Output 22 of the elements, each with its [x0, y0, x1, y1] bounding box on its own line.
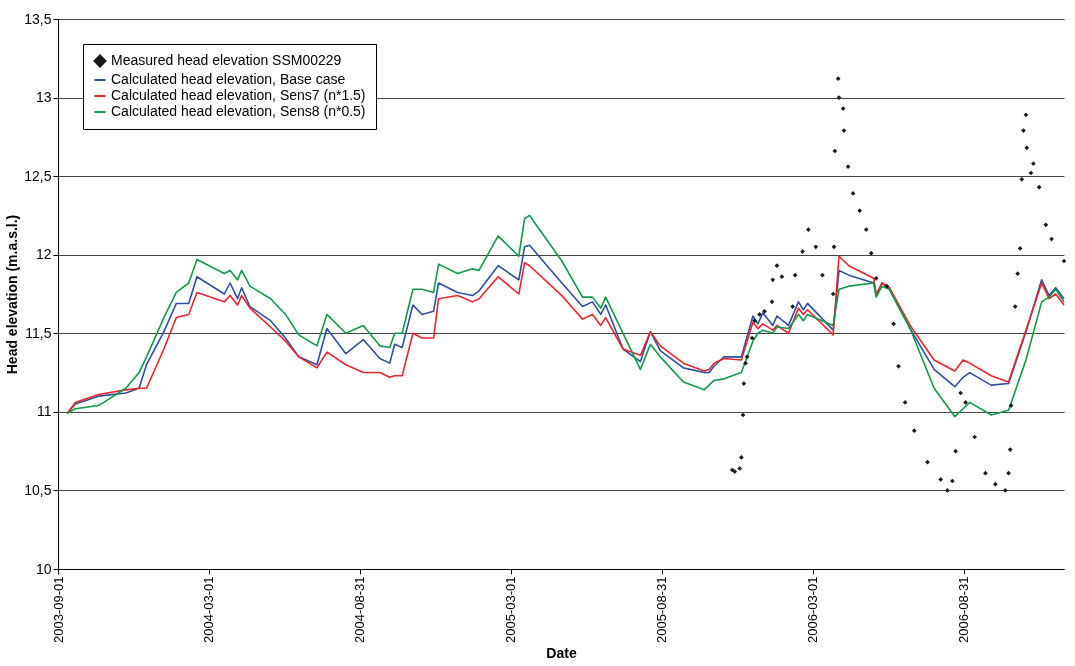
- x-tick-label: 2005-08-31: [654, 576, 670, 643]
- legend-label: Calculated head elevation, Sens8 (n*0.5): [111, 103, 366, 119]
- y-tick-label: 13: [35, 89, 52, 106]
- y-tick-label: 11: [36, 403, 52, 420]
- x-tick-label: 2006-08-31: [956, 576, 972, 643]
- x-tick-label: 2006-03-01: [805, 576, 820, 643]
- legend-label: Calculated head elevation, Base case: [111, 71, 346, 87]
- y-tick-label: 12,5: [24, 167, 52, 184]
- x-tick-label: 2004-03-01: [201, 576, 217, 643]
- legend-label: Calculated head elevation, Sens7 (n*1.5): [111, 87, 366, 103]
- x-tick-label: 2005-03-01: [503, 576, 519, 643]
- y-tick-label: 11,5: [25, 324, 52, 341]
- y-tick-label: 10: [35, 560, 52, 577]
- y-tick-label: 13,5: [24, 10, 52, 27]
- x-tick-label: 2004-08-31: [352, 576, 368, 643]
- y-tick-label: 10,5: [24, 481, 52, 498]
- line-series: [66, 214, 1065, 418]
- y-axis-title: Head elevation (m.a.s.l.): [4, 214, 21, 375]
- legend-label: Measured head elevation SSM00229: [111, 52, 342, 68]
- x-axis-title: Date: [546, 645, 577, 661]
- x-tick-label: 2003-09-01: [50, 576, 66, 643]
- y-tick-label: 12: [35, 246, 52, 263]
